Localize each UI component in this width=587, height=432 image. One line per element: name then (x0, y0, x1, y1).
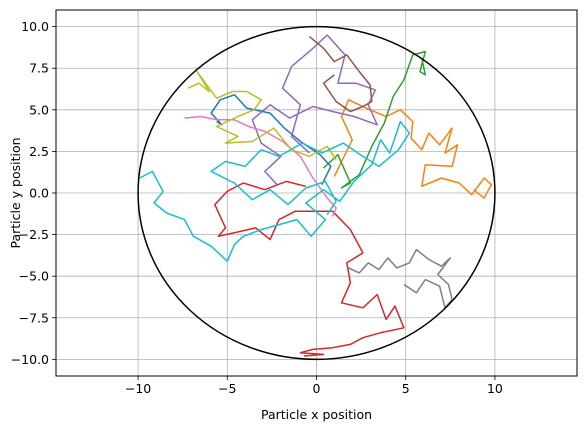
y-tick-label: 10.0 (21, 19, 49, 34)
x-axis-ticks: −10 −5 0 5 10 (125, 376, 503, 396)
y-tick-label: 2.5 (29, 144, 49, 159)
y-tick-label: −5.0 (19, 269, 49, 284)
y-axis-label: Particle y position (8, 137, 23, 248)
trajectory-line-6 (308, 36, 373, 113)
trajectory-line-5 (251, 34, 378, 186)
y-tick-label: −7.5 (19, 310, 49, 325)
y-tick-label: 0.0 (29, 186, 49, 201)
x-tick-label: 0 (313, 381, 321, 396)
trajectory-line-10 (139, 120, 411, 262)
x-tick-label: −10 (125, 381, 151, 396)
boundary-circle (137, 25, 496, 361)
boundary-circle-group (137, 25, 496, 361)
trajectory-line-4 (214, 180, 405, 357)
trajectory-line-7 (184, 115, 337, 217)
x-tick-label: 10 (487, 381, 503, 396)
y-tick-label: −2.5 (19, 227, 49, 242)
trajectory-line-3 (323, 50, 427, 189)
y-tick-label: 7.5 (29, 61, 49, 76)
y-tick-label: −10.0 (11, 352, 49, 367)
y-axis-ticks: −10.0 −7.5 −5.0 −2.5 0.0 2.5 5.0 7.5 10.0 (11, 19, 56, 367)
trajectory-line-1 (210, 94, 332, 186)
x-axis-label: Particle x position (261, 407, 372, 422)
x-tick-label: 5 (402, 381, 410, 396)
trajectory-line-8 (348, 248, 453, 309)
y-tick-label: 5.0 (29, 102, 49, 117)
trajectory-series (139, 34, 493, 357)
x-tick-label: −5 (218, 381, 236, 396)
